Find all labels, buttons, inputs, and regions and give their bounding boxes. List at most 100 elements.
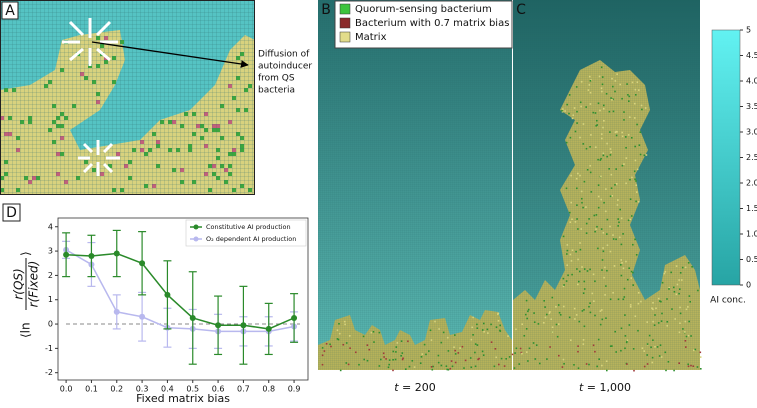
legend-box	[334, 0, 513, 49]
cell	[394, 358, 397, 361]
y-label-open: ⟨ln	[19, 322, 33, 338]
cell	[571, 117, 574, 120]
cell	[533, 312, 535, 314]
cell	[572, 114, 574, 116]
legend-swatch	[339, 3, 351, 15]
cell	[621, 262, 623, 264]
grid	[0, 0, 255, 195]
cell	[363, 358, 365, 361]
cell	[612, 292, 614, 294]
cell	[697, 289, 699, 292]
cell	[431, 368, 434, 371]
colorbar-tick-label: 3.0	[746, 128, 757, 137]
cell	[430, 366, 433, 368]
cell	[621, 97, 623, 100]
cell	[626, 363, 628, 365]
cell	[579, 174, 581, 177]
cell	[574, 221, 577, 223]
cell	[578, 320, 581, 323]
cell	[600, 198, 602, 201]
cell	[569, 253, 572, 256]
x-tick-label: 0.1	[85, 385, 98, 394]
cell	[392, 369, 394, 372]
cell	[337, 338, 340, 341]
cell	[621, 164, 624, 167]
cell	[585, 222, 588, 225]
cell	[579, 270, 581, 273]
cell	[635, 254, 638, 256]
cell	[601, 90, 603, 93]
cell	[561, 109, 563, 112]
cell	[626, 339, 629, 342]
frame	[0, 0, 255, 195]
cell	[585, 232, 588, 234]
cell	[576, 268, 578, 270]
cell	[664, 351, 667, 354]
colorbar-tick-label: 4.0	[746, 77, 757, 86]
cell	[592, 273, 595, 276]
cell	[655, 307, 657, 310]
cell	[388, 359, 391, 361]
annotation-line: from QS	[258, 74, 295, 84]
cell	[513, 367, 516, 369]
cell	[646, 343, 649, 345]
cell	[401, 358, 404, 361]
legend-marker	[193, 236, 199, 242]
cell	[636, 191, 638, 193]
cell	[640, 300, 642, 303]
cell	[476, 327, 479, 329]
cell	[402, 357, 404, 360]
cell	[657, 297, 660, 300]
cell	[574, 130, 577, 133]
cell	[445, 365, 448, 367]
cell	[652, 302, 654, 304]
cell	[585, 206, 587, 208]
cell	[689, 301, 691, 303]
cell	[562, 358, 565, 361]
cell	[507, 335, 509, 337]
cell	[499, 330, 502, 332]
cell	[579, 101, 582, 104]
cell	[610, 173, 613, 176]
point	[139, 313, 146, 320]
cell	[563, 284, 565, 286]
x-tick-label: 0.5	[186, 385, 199, 394]
cell	[617, 218, 619, 220]
cell	[588, 363, 590, 366]
cell	[600, 133, 603, 135]
cell	[589, 164, 591, 167]
legend-label: Constitutive AI production	[206, 223, 291, 231]
colorbar-tick-label: 4.5	[746, 51, 757, 60]
cell	[615, 183, 618, 185]
cell	[366, 344, 369, 346]
cell	[589, 91, 592, 94]
cell	[593, 214, 596, 217]
cell	[620, 243, 623, 246]
cell	[497, 320, 500, 322]
cell	[597, 206, 600, 209]
legend-label: Matrix	[355, 32, 387, 43]
cell	[339, 369, 342, 372]
y-tick-label: 0	[48, 320, 53, 329]
cell	[432, 365, 434, 368]
panel-d: D Fixed matrix bias ⟨ln r(QS) r(Fixed) ⟩…	[2, 203, 309, 405]
cell	[566, 264, 568, 266]
cell	[692, 365, 695, 367]
caption-var: t	[394, 381, 399, 394]
cell	[633, 170, 636, 173]
point	[215, 322, 222, 329]
cell	[629, 218, 631, 221]
cell	[632, 348, 635, 350]
panel-a: A	[0, 0, 255, 195]
cell	[609, 195, 612, 198]
cell	[660, 320, 663, 322]
cell	[591, 292, 594, 295]
cell	[495, 326, 498, 328]
cell	[562, 285, 565, 288]
cell	[634, 315, 637, 317]
cell	[594, 112, 597, 114]
cell	[453, 346, 455, 348]
cell	[614, 80, 617, 82]
point	[63, 251, 70, 258]
cell	[635, 94, 637, 96]
